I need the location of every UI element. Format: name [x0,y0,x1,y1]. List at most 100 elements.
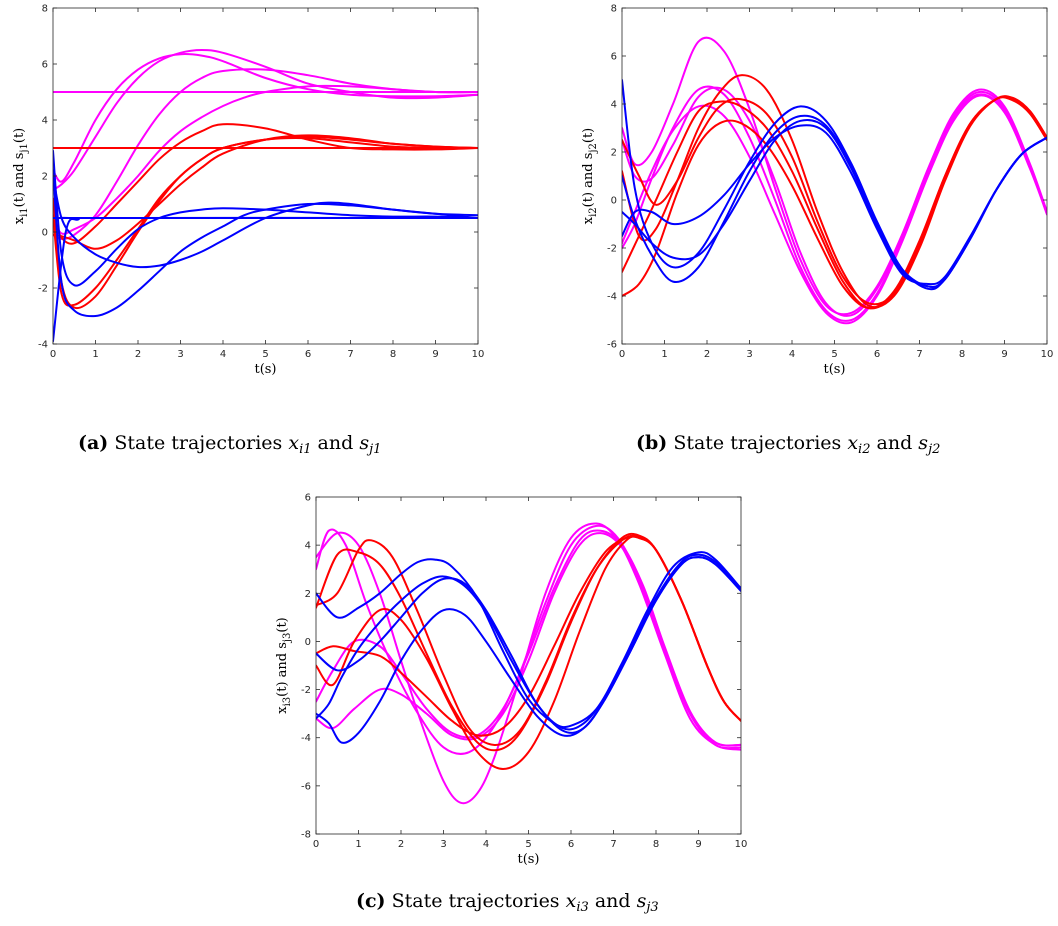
x-tick-label: 10 [1041,349,1054,360]
series-line-blue-9 [316,551,741,729]
chart-panel-b: 0 1 2 3 4 5 6 7 8 9 10 -6 -4 -2 0 2 4 6 8 t(s) xi2(t) and sj… [581,4,1053,378]
y-axis-label-c: xi3(t) and sj3(t) [275,617,293,714]
series-line-blue-9 [622,79,1047,291]
caption-b: (b) State trajectories xi2 and sj2 [636,432,940,457]
chart-panel-c: 0 1 2 3 4 5 6 7 8 9 10 -8 -6 -4 -2 0 2 4 6 t(s) xi3(t) and s… [275,493,747,868]
y-tick-label: 2 [42,172,48,183]
series-line-magenta-3 [622,85,1047,322]
series-line-magenta-1 [316,522,741,805]
y-tick-label: -2 [301,685,311,696]
axes-frame-c [315,496,742,835]
caption-a: (a) State trajectories xi1 and sj1 [78,432,381,457]
x-tick-label: 6 [874,349,880,360]
x-tick-label: 3 [440,839,446,850]
x-tick-label: 5 [262,349,268,360]
x-tick-label: 6 [305,349,311,360]
series-line-blue-11 [622,118,1047,288]
x-tick-label: 1 [355,839,361,850]
y-tick-label: -4 [38,340,48,351]
y-tick-label: 6 [42,60,48,71]
y-tick-label: 0 [305,637,311,648]
x-tick-label: 2 [704,349,710,360]
y-tick-label: 8 [42,4,48,15]
y-tick-label: 4 [305,541,311,552]
x-axis-label-a: t(s) [254,362,276,377]
y-tick-label: 2 [305,589,311,600]
x-tick-label: 2 [398,839,404,850]
x-tick-label: 0 [50,349,56,360]
series-line-blue-13 [53,169,478,318]
series-line-magenta-5 [53,84,478,235]
y-axis-label-a: xi1(t) and sj1(t) [12,128,30,225]
y-tick-label: -8 [301,830,311,841]
series-line-red-10 [53,136,478,307]
x-tick-label: 10 [735,839,748,850]
series-line-red-7 [53,123,478,245]
x-tick-label: 1 [92,349,98,360]
x-tick-label: 8 [390,349,396,360]
x-tick-label: 0 [619,349,625,360]
series-line-blue-15 [53,216,478,343]
chart-panel-a: 0 1 2 3 4 5 6 7 8 9 10 -4 -2 0 2 4 6 8 t(s) xi1(t) and sj1(… [12,4,484,378]
x-tick-label: 5 [525,839,531,850]
y-tick-label: -2 [607,244,617,255]
plot-area-c [316,522,741,805]
y-tick-label: 0 [42,228,48,239]
series-line-magenta-2 [53,68,478,240]
y-axis-label-b: xi2(t) and sj2(t) [581,128,599,225]
axes-frame-b [621,7,1048,345]
x-tick-label: 1 [661,349,667,360]
series-line-magenta-4 [53,53,478,183]
series-line-red-9 [53,134,478,250]
x-tick-label: 3 [177,349,183,360]
series-line-blue-12 [622,124,1047,286]
x-tick-label: 3 [746,349,752,360]
x-tick-label: 8 [653,839,659,850]
series-line-blue-12 [53,149,478,287]
y-tick-label: 8 [611,4,617,15]
plot-area-b [622,36,1047,325]
x-axis-label-b: t(s) [823,362,845,377]
y-tick-label: 2 [611,148,617,159]
x-axis-label-c: t(s) [517,852,539,867]
x-tick-label: 0 [313,839,319,850]
x-tick-label: 10 [472,349,485,360]
series-line-magenta-4 [622,94,1047,325]
y-tick-label: -2 [38,284,48,295]
series-line-blue-14 [53,175,478,269]
x-tick-label: 7 [347,349,353,360]
series-line-magenta-1 [622,36,1047,316]
axes-frame-a [52,7,479,345]
series-line-blue-12 [316,556,741,734]
y-tick-label: 0 [611,196,617,207]
series-line-red-8 [622,96,1047,310]
x-tick-label: 2 [135,349,141,360]
y-tick-label: 4 [611,100,617,111]
y-tick-label: -4 [607,292,617,303]
series-line-blue-10 [316,553,741,731]
plot-area-a [53,49,478,343]
series-line-red-8 [53,135,478,310]
x-tick-label: 8 [959,349,965,360]
x-tick-label: 7 [916,349,922,360]
x-tick-label: 4 [220,349,226,360]
y-tick-label: -6 [607,340,617,351]
x-tick-label: 7 [610,839,616,850]
caption-c: (c) State trajectories xi3 and sj3 [356,890,659,915]
series-line-red-8 [316,535,741,737]
series-line-magenta-3 [53,49,478,191]
series-line-magenta-2 [622,86,1047,317]
series-line-magenta-4 [316,532,741,747]
x-tick-label: 9 [432,349,438,360]
x-tick-label: 9 [1001,349,1007,360]
y-tick-label: -6 [301,781,311,792]
x-tick-label: 5 [831,349,837,360]
y-tick-label: 4 [42,116,48,127]
y-tick-label: -4 [301,733,311,744]
y-tick-label: 6 [611,52,617,63]
x-tick-label: 4 [483,839,489,850]
y-tick-label: 6 [305,493,311,504]
series-line-red-7 [622,95,1047,310]
x-tick-label: 4 [789,349,795,360]
